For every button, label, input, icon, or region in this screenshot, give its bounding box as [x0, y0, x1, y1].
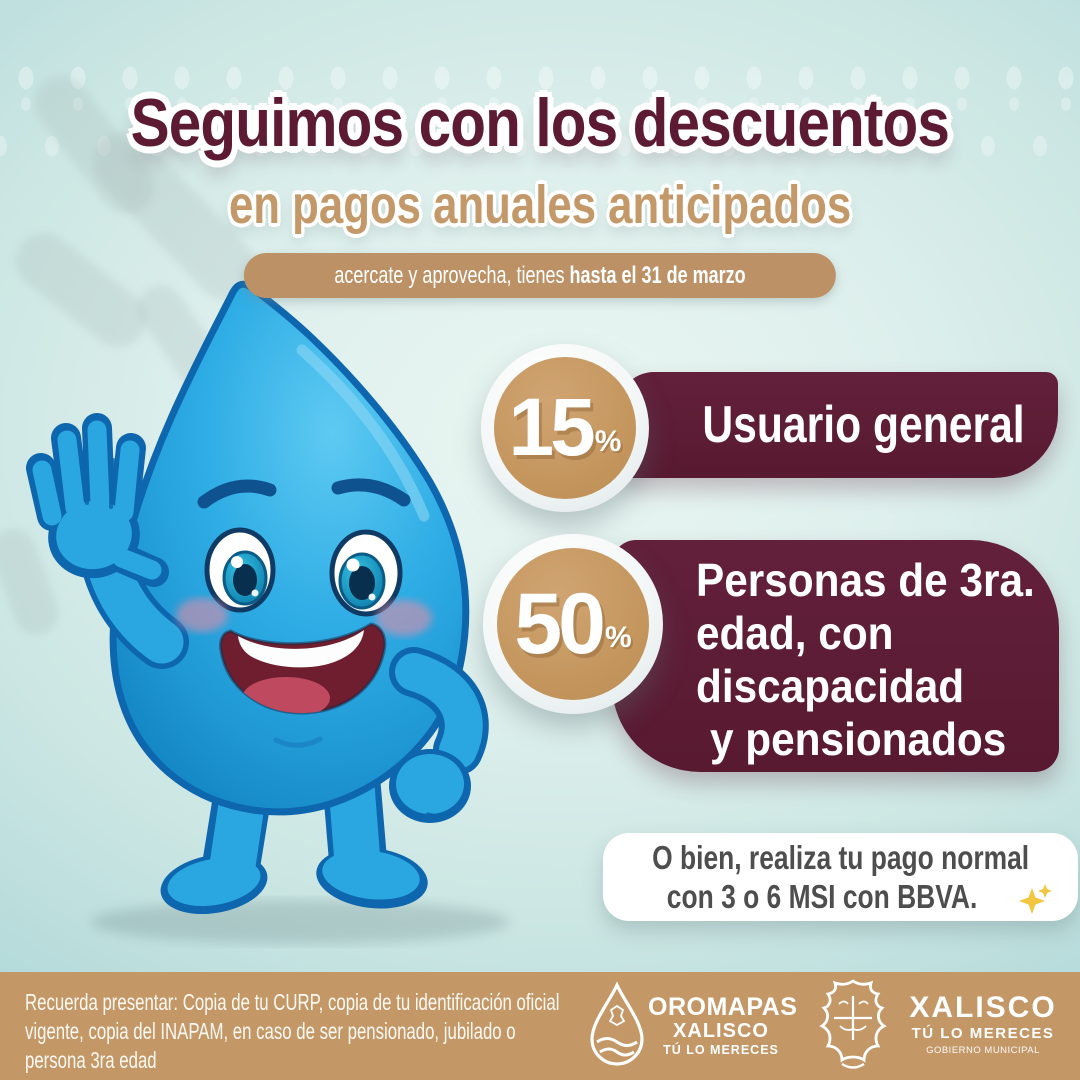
percent-sign: % [604, 621, 632, 654]
oromapas-logotype: OROMAPAS XALISCO TÚ LO MERECES [648, 993, 798, 1058]
right-eyebrow [331, 478, 411, 507]
deadline-date: hasta el 31 de marzo [569, 262, 746, 289]
discount-banner-general: Usuario general [618, 372, 1058, 478]
percent-sign: % [594, 425, 622, 458]
discount-value-15: 15 [508, 382, 596, 473]
mouth [219, 622, 387, 715]
mascot-shadow [90, 900, 510, 944]
payment-line1: O bien, realiza tu pago normal [652, 839, 1029, 876]
deadline-text: acercate y aprovecha, tienes [334, 262, 570, 289]
xalisco-name: XALISCO [909, 991, 1057, 1024]
discount-label-line: edad, con [696, 607, 894, 659]
discount-label-general: Usuario general [702, 396, 1026, 454]
discount-label-line: y pensionados [710, 713, 1007, 765]
mascot-right-arm [389, 647, 489, 823]
deadline-pill: acercate y aprovecha, tienes hasta el 31… [243, 253, 837, 298]
requirements-line: Recuerda presentar: Copia de tu CURP, co… [25, 989, 560, 1015]
discount-circle-50: 50 % [483, 534, 663, 714]
payment-note-box: O bien, realiza tu pago normal con 3 o 6… [603, 833, 1078, 921]
requirements-line: vigente, copia del INAPAM, en caso de se… [25, 1018, 516, 1044]
page-subtitle: en pagos anuales anticipados [0, 175, 1080, 235]
discount-value-50: 50 [514, 575, 606, 672]
page-title: Seguimos con los descuentos [0, 85, 1080, 161]
page-subtitle-text: en pagos anuales anticipados [228, 175, 852, 235]
crest-watermark-pattern [0, 42, 1080, 192]
oromapas-name: OROMAPAS [648, 993, 798, 1021]
sparkle-icon [1018, 883, 1052, 914]
left-eyebrow [197, 479, 277, 509]
discount-label-line: Personas de 3ra. [696, 554, 1035, 606]
xalisco-crest-logo [819, 979, 887, 1069]
discount-label-line: discapacidad [696, 660, 965, 712]
mascot-left-arm [26, 413, 189, 669]
oromapas-slogan: TÚ LO MERECES [663, 1043, 779, 1057]
xalisco-logotype: XALISCO TÚ LO MERECES GOBIERNO MUNICIPAL [898, 992, 1068, 1057]
requirements-note: Recuerda presentar: Copia de tu CURP, co… [25, 988, 559, 1075]
water-drop-mascot [26, 280, 510, 944]
footer-bar: Recuerda presentar: Copia de tu CURP, co… [0, 972, 1080, 1080]
oromapas-drop-logo [590, 982, 644, 1066]
discount-banner-seniors: Personas de 3ra. edad, con discapacidad … [612, 540, 1059, 772]
right-cheek [376, 600, 432, 636]
oromapas-city: XALISCO [673, 1020, 769, 1042]
requirements-line: persona 3ra edad [25, 1047, 157, 1073]
mascot-face [176, 478, 432, 748]
discount-circle-15: 15 % [481, 344, 649, 512]
xalisco-slogan: TÚ LO MERECES [911, 1025, 1055, 1042]
xalisco-sub: GOBIERNO MUNICIPAL [926, 1045, 1040, 1056]
left-cheek [176, 598, 228, 632]
page-title-text: Seguimos con los descuentos [130, 85, 950, 161]
chin-crease [273, 736, 323, 748]
payment-line2: con 3 o 6 MSI con BBVA. [667, 878, 978, 915]
mascot-body [109, 280, 470, 816]
